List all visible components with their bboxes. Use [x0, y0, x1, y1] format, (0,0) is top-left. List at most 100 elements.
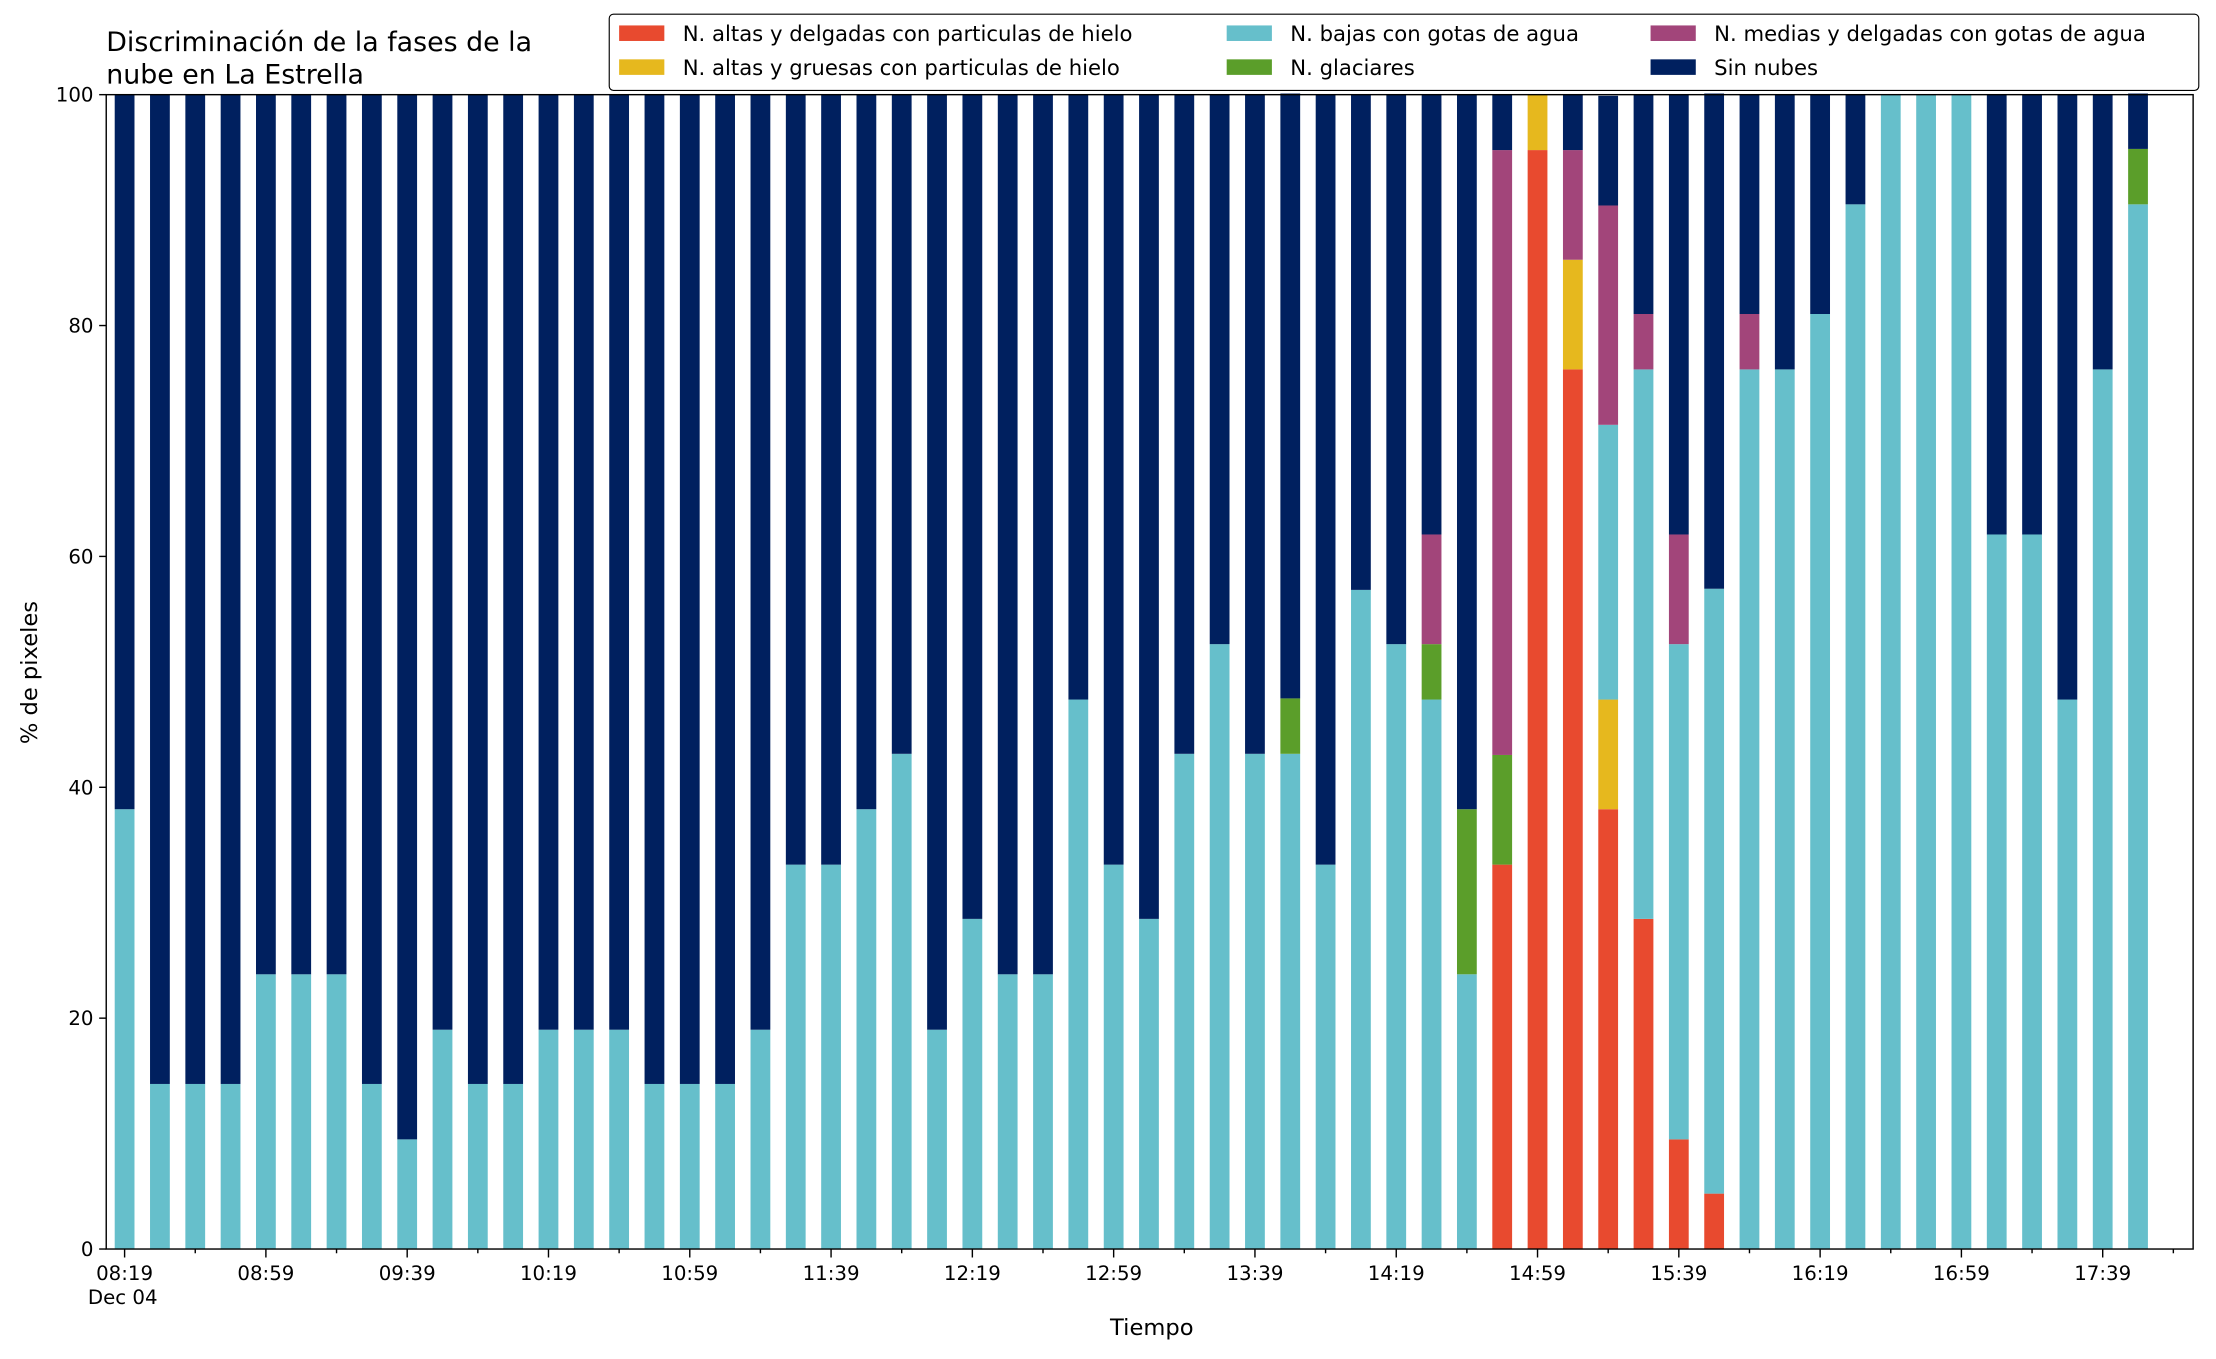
bar-segment	[2057, 94, 2078, 700]
bar-segment	[1386, 644, 1407, 1250]
bar-segment	[2022, 94, 2042, 535]
bar-segment	[1845, 94, 1866, 205]
bar-segment	[1633, 94, 1654, 314]
x-tick-label: 14:19	[1368, 1262, 1425, 1285]
bar-segment	[1774, 94, 1795, 370]
bar-segment	[1951, 94, 1972, 1250]
x-tick-label: 09:39	[379, 1262, 436, 1285]
bar-segment	[538, 94, 559, 1030]
bar-segment	[997, 94, 1018, 975]
bar-segment	[962, 94, 983, 919]
bar-segment	[2092, 369, 2113, 1250]
bar-segment	[1351, 94, 1371, 590]
bar-segment	[538, 1029, 559, 1250]
bar-segment	[1562, 94, 1583, 151]
bar-segment	[750, 94, 771, 1030]
x-date-label: Dec 04	[88, 1286, 158, 1309]
bar-segment	[1103, 94, 1124, 865]
bar-segment	[1280, 698, 1301, 754]
bar-segment	[1668, 1139, 1689, 1250]
bar-segment	[150, 94, 170, 1084]
bar-segment	[573, 94, 594, 1030]
legend-label: Sin nubes	[1714, 55, 1818, 80]
x-tick-label: 08:19	[96, 1262, 153, 1285]
bar-segment	[573, 1029, 594, 1250]
x-tick-label: 13:39	[1226, 1262, 1283, 1285]
bar-segment	[962, 918, 983, 1250]
bar-segment	[256, 974, 276, 1250]
bar-segment	[785, 864, 806, 1250]
bar-segment	[432, 94, 453, 1030]
bar-segment	[1562, 259, 1583, 370]
bar-segment	[785, 94, 806, 865]
bar-segment	[185, 94, 206, 1084]
bar-segment	[397, 94, 418, 1140]
bar-segment	[1810, 313, 1831, 1250]
x-tick-label: 12:59	[1085, 1262, 1142, 1285]
x-tick-label: 14:59	[1509, 1262, 1566, 1285]
bar-segment	[1280, 753, 1301, 1250]
bar-segment	[1033, 94, 1053, 975]
legend-label: N. bajas con gotas de agua	[1290, 21, 1579, 46]
bar-segment	[1739, 369, 1760, 1250]
chart-title: Discriminación de la fases de la nube en …	[106, 27, 532, 90]
bar-segment	[1668, 644, 1689, 1140]
bar-segment	[1774, 369, 1795, 1250]
bar-segment	[467, 1083, 488, 1250]
legend-swatch	[1650, 25, 1696, 41]
bar-segment	[1810, 94, 1831, 314]
bar-segment	[1421, 699, 1442, 1250]
plot-frame	[105, 93, 2194, 1250]
x-tick-label: 17:39	[2074, 1262, 2131, 1285]
bar-segment	[114, 809, 135, 1250]
x-tick-label: 10:59	[661, 1262, 718, 1285]
bar-segment	[1421, 94, 1442, 535]
bar-segment	[1456, 809, 1477, 975]
bar-segment	[1598, 809, 1619, 1250]
bar-segment	[1633, 918, 1654, 1250]
bar-segment	[220, 94, 241, 1084]
bar-segment	[432, 1029, 453, 1250]
bar-segment	[856, 94, 877, 810]
bar-segment	[2057, 699, 2078, 1250]
bar-segment	[1986, 94, 2007, 535]
y-tick-label: 80	[68, 315, 93, 338]
bar-segment	[220, 1083, 241, 1250]
bar-segment	[1280, 93, 1301, 699]
x-axis-label: Tiempo	[1109, 1315, 1193, 1341]
bar-segment	[1139, 918, 1159, 1250]
legend-swatch	[619, 59, 665, 75]
bar-segment	[1562, 369, 1583, 1250]
bar-segment	[326, 974, 347, 1250]
bar-segment	[361, 1083, 382, 1250]
bar-segment	[1492, 864, 1513, 1250]
bar-segment	[1527, 94, 1548, 151]
bar-segment	[1598, 95, 1619, 206]
bar-segment	[1421, 644, 1442, 700]
bar-segment	[1351, 589, 1371, 1250]
bar-segment	[1315, 864, 1336, 1250]
bar-segment	[256, 94, 276, 975]
bar-segment	[1880, 94, 1901, 1250]
bar-segment	[1456, 94, 1477, 810]
x-tick-label: 16:59	[1933, 1262, 1990, 1285]
bar-segment	[1386, 94, 1407, 645]
bar-segment	[1668, 534, 1689, 645]
bar-segment	[1068, 699, 1089, 1250]
bar-segment	[715, 94, 735, 1084]
bar-segment	[1739, 313, 1760, 370]
bar-segment	[1315, 94, 1336, 865]
x-tick-label: 12:19	[944, 1262, 1001, 1285]
legend-box	[608, 13, 2200, 91]
bar-segment	[1633, 369, 1654, 919]
bar-segment	[891, 94, 912, 754]
bar-segment	[821, 94, 841, 865]
bar-segment	[1986, 534, 2007, 1250]
legend-label: N. medias y delgadas con gotas de agua	[1714, 21, 2146, 46]
bar-segment	[2128, 93, 2148, 149]
legend-swatch	[1226, 25, 1272, 41]
x-tick-label: 16:19	[1792, 1262, 1849, 1285]
bar-segment	[503, 1083, 524, 1250]
legend-label: N. glaciares	[1290, 55, 1414, 80]
bar-segment	[1033, 974, 1053, 1250]
